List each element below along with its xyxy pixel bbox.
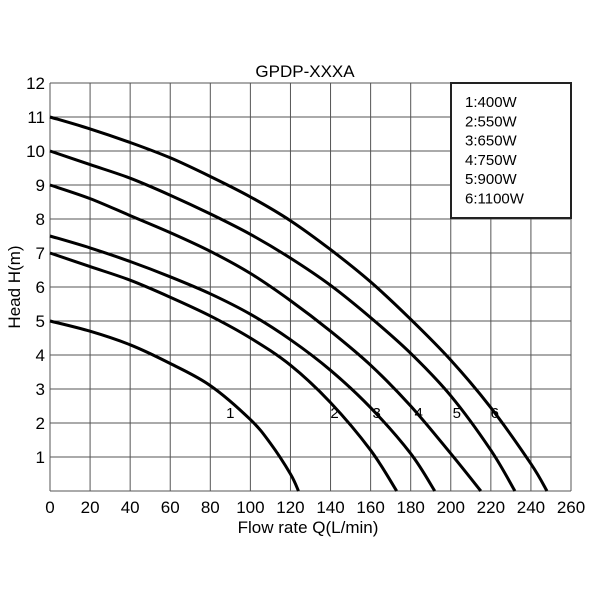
y-tick-label: 3 xyxy=(36,380,45,399)
curve-2 xyxy=(49,251,398,492)
curve-labels: 1 2 3 4 5 6 xyxy=(226,405,499,422)
curve-label-6: 6 xyxy=(491,405,499,422)
curve-label-4: 4 xyxy=(415,405,423,422)
y-tick-label: 8 xyxy=(36,210,45,229)
y-tick-label: 10 xyxy=(26,142,45,161)
x-tick-label: 20 xyxy=(81,498,100,517)
x-axis-label: Flow rate Q(L/min) xyxy=(238,518,379,537)
curve-6 xyxy=(49,115,549,492)
curve-label-2: 2 xyxy=(330,405,338,422)
y-tick-label: 4 xyxy=(36,346,45,365)
x-tick-label: 40 xyxy=(121,498,140,517)
y-tick-label: 2 xyxy=(36,414,45,433)
curve-label-1: 1 xyxy=(226,405,234,422)
y-tick-label: 12 xyxy=(26,74,45,93)
curve-5 xyxy=(49,149,517,492)
x-tick-label: 0 xyxy=(45,498,54,517)
legend: 1:400W 2:550W 3:650W 4:750W 5:900W 6:1100W xyxy=(450,82,572,219)
legend-entry: 3:650W xyxy=(465,133,518,150)
x-tick-label: 240 xyxy=(517,498,545,517)
x-tick-label: 220 xyxy=(477,498,505,517)
x-tick-label: 60 xyxy=(161,498,180,517)
x-tick-label: 200 xyxy=(437,498,465,517)
x-tick-label: 120 xyxy=(276,498,304,517)
y-tick-label: 11 xyxy=(27,108,45,127)
y-tick-label: 5 xyxy=(36,312,45,331)
legend-entry: 6:1100W xyxy=(465,191,525,208)
y-axis-label: Head H(m) xyxy=(5,245,24,328)
legend-entry: 5:900W xyxy=(465,171,518,188)
curve-label-3: 3 xyxy=(372,405,380,422)
y-tick-label: 1 xyxy=(36,448,45,467)
y-tick-label: 6 xyxy=(36,278,45,297)
legend-box xyxy=(450,82,572,219)
x-axis-ticks: 0 20 40 60 80 100 120 140 160 180 200 220 240 260 xyxy=(45,498,585,517)
curve-1 xyxy=(49,319,300,492)
x-tick-label: 160 xyxy=(356,498,384,517)
legend-entry: 2:550W xyxy=(465,113,518,130)
performance-curves xyxy=(49,115,549,492)
y-tick-label: 7 xyxy=(36,244,45,263)
curve-3 xyxy=(49,234,437,492)
x-tick-label: 80 xyxy=(201,498,220,517)
y-tick-label: 9 xyxy=(36,176,45,195)
x-tick-label: 140 xyxy=(316,498,344,517)
curve-4 xyxy=(49,183,482,492)
chart-title: GPDP-XXXA xyxy=(255,62,355,81)
legend-entry: 1:400W xyxy=(465,94,518,111)
curve-label-5: 5 xyxy=(453,405,461,422)
x-tick-label: 100 xyxy=(236,498,264,517)
legend-entry: 4:750W xyxy=(465,152,518,169)
x-tick-label: 180 xyxy=(397,498,425,517)
x-tick-label: 260 xyxy=(557,498,585,517)
